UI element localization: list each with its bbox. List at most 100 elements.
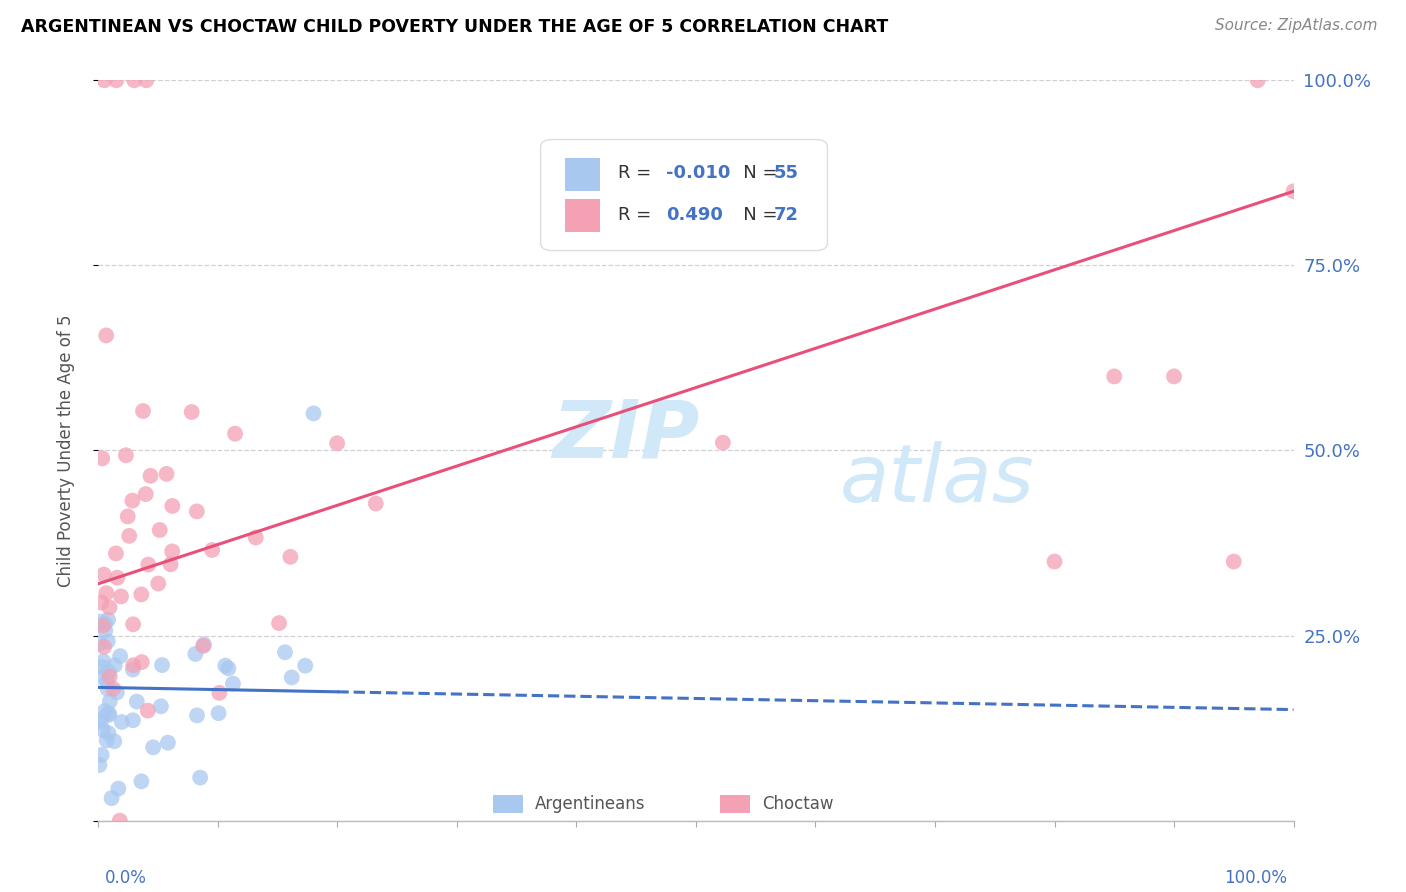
Point <box>148 576 170 591</box>
Point <box>280 549 302 564</box>
Point <box>136 704 159 718</box>
Text: atlas: atlas <box>839 441 1035 519</box>
Point <box>91 618 114 632</box>
Point <box>97 613 120 627</box>
Point <box>110 590 132 604</box>
Point <box>90 596 112 610</box>
Point <box>191 639 214 653</box>
FancyBboxPatch shape <box>541 139 827 251</box>
Point <box>1043 555 1066 569</box>
Text: 55: 55 <box>773 164 799 182</box>
Point <box>186 708 208 723</box>
Point <box>217 661 239 675</box>
Text: Source: ZipAtlas.com: Source: ZipAtlas.com <box>1215 18 1378 33</box>
Point <box>274 645 297 659</box>
Point <box>267 616 290 631</box>
Text: 100.0%: 100.0% <box>1225 869 1288 887</box>
Point <box>150 658 173 673</box>
Point <box>118 529 141 543</box>
Text: 72: 72 <box>773 206 799 224</box>
Point <box>160 544 183 558</box>
Point <box>224 426 246 441</box>
Point <box>159 558 181 572</box>
Point <box>131 587 153 601</box>
Text: R =: R = <box>619 206 657 224</box>
Point <box>94 616 117 631</box>
Point <box>132 404 155 418</box>
Point <box>207 706 229 721</box>
Point <box>105 685 128 699</box>
Point <box>96 328 118 343</box>
Point <box>108 649 131 664</box>
Point <box>294 658 316 673</box>
Point <box>104 658 127 673</box>
Point <box>201 543 224 558</box>
Point <box>96 673 118 688</box>
Point <box>100 791 122 805</box>
Text: ARGENTINEAN VS CHOCTAW CHILD POVERTY UNDER THE AGE OF 5 CORRELATION CHART: ARGENTINEAN VS CHOCTAW CHILD POVERTY UND… <box>21 18 889 36</box>
FancyBboxPatch shape <box>565 158 600 191</box>
Point <box>222 676 245 690</box>
Text: N =: N = <box>725 206 783 224</box>
Point <box>180 405 202 419</box>
Point <box>94 704 117 718</box>
Text: Argentineans: Argentineans <box>534 795 645 813</box>
Point <box>103 734 125 748</box>
Point <box>107 781 129 796</box>
Point <box>245 531 267 545</box>
Point <box>89 670 111 684</box>
Point <box>94 624 117 638</box>
Point <box>89 636 111 650</box>
Point <box>91 654 114 668</box>
Point <box>142 740 165 755</box>
Point <box>149 699 172 714</box>
Point <box>131 774 153 789</box>
Point <box>139 468 162 483</box>
Point <box>135 487 157 501</box>
Point <box>108 814 131 828</box>
Y-axis label: Child Poverty Under the Age of 5: Child Poverty Under the Age of 5 <box>56 314 75 587</box>
Point <box>89 758 111 772</box>
FancyBboxPatch shape <box>565 199 600 232</box>
Point <box>208 686 231 700</box>
Point <box>98 600 121 615</box>
Point <box>93 567 115 582</box>
Point <box>97 726 120 740</box>
Point <box>121 493 143 508</box>
Point <box>186 504 208 518</box>
Point <box>98 665 121 679</box>
Point <box>111 714 134 729</box>
Text: Choctaw: Choctaw <box>762 795 834 813</box>
Point <box>280 670 302 684</box>
FancyBboxPatch shape <box>494 795 523 814</box>
Point <box>184 647 207 661</box>
Text: R =: R = <box>619 164 657 182</box>
Point <box>91 660 114 674</box>
Point <box>193 638 215 652</box>
Point <box>105 73 128 87</box>
Point <box>115 448 138 462</box>
Point <box>136 558 159 572</box>
Point <box>93 73 115 87</box>
Point <box>96 733 118 747</box>
Text: 0.0%: 0.0% <box>104 869 146 887</box>
Point <box>122 658 145 673</box>
Point <box>87 714 110 729</box>
Point <box>96 586 118 600</box>
Point <box>122 617 145 632</box>
Point <box>97 706 120 721</box>
Point <box>1247 73 1270 87</box>
Point <box>89 615 111 629</box>
Point <box>135 73 157 87</box>
Point <box>364 496 387 510</box>
Point <box>1282 184 1305 198</box>
Point <box>91 451 114 466</box>
Point <box>104 546 127 560</box>
Point <box>1104 369 1126 384</box>
Point <box>90 713 112 727</box>
Point <box>105 571 128 585</box>
Point <box>98 670 121 684</box>
Point <box>125 695 148 709</box>
Point <box>91 723 114 737</box>
Point <box>156 736 179 750</box>
